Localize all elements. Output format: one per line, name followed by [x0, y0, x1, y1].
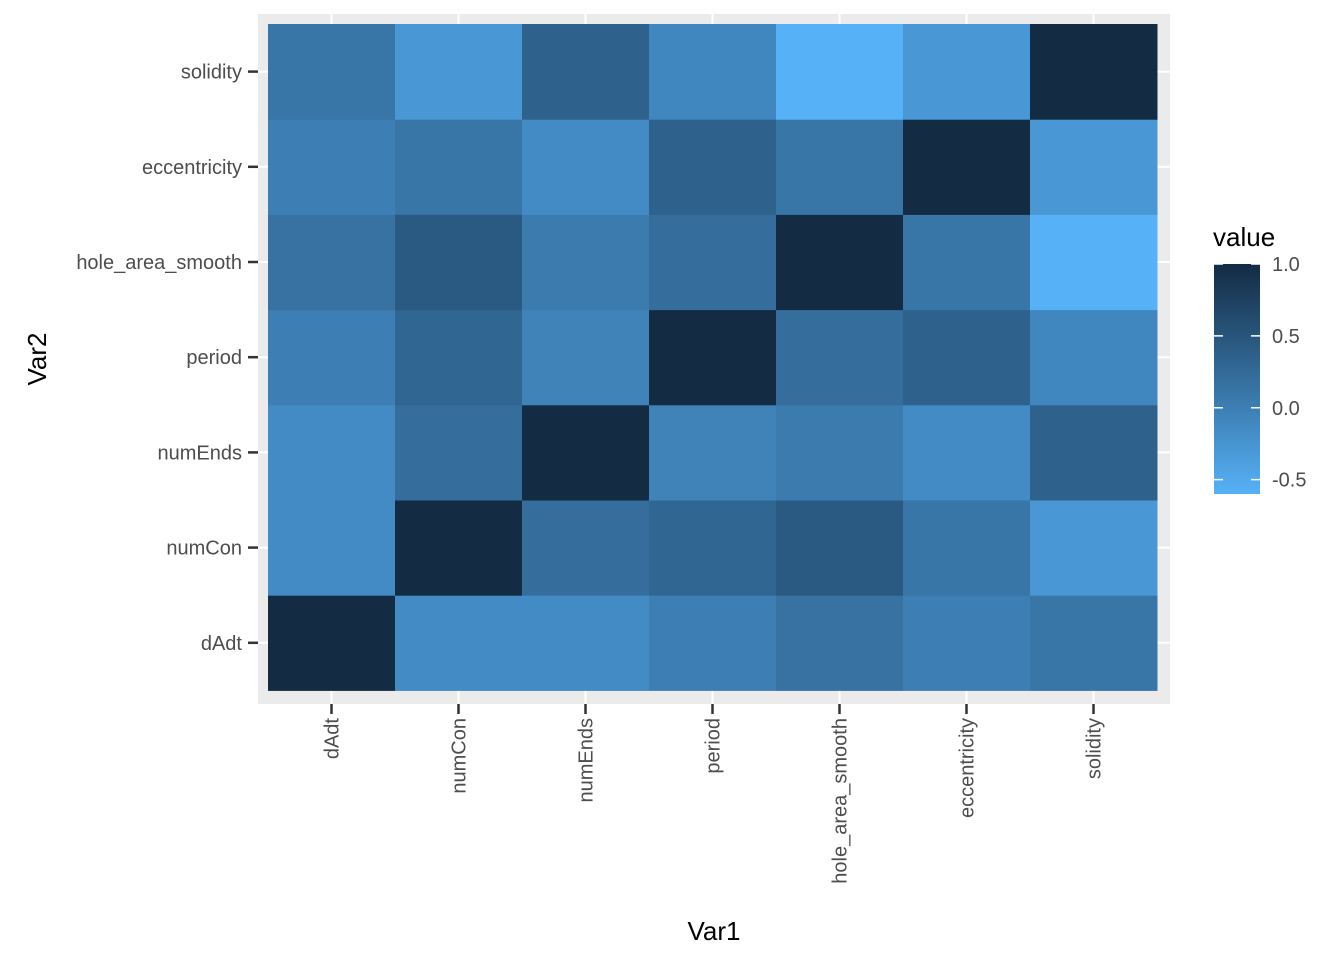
heatmap-cell-numEnds-solidity — [522, 24, 650, 120]
heatmap-cell-period-eccentricity — [649, 119, 777, 215]
heatmap-cell-eccentricity-period — [903, 309, 1031, 406]
heatmap-cell-solidity-numCon — [1030, 500, 1158, 596]
x-tick-label: numCon — [449, 718, 471, 794]
heatmap-cell-numEnds-period — [522, 309, 650, 406]
legend-colorbar — [1214, 264, 1260, 494]
heatmap-cell-eccentricity-solidity — [903, 24, 1031, 120]
x-tick-label: hole_area_smooth — [830, 718, 852, 884]
heatmap-cell-eccentricity-hole_area_smooth — [903, 214, 1031, 311]
heatmap-cell-numCon-numEnds — [395, 404, 523, 501]
heatmap-cell-solidity-hole_area_smooth — [1030, 214, 1158, 311]
y-tick-label: period — [186, 347, 242, 369]
legend-title: value — [1213, 222, 1275, 252]
heatmap-cell-solidity-eccentricity — [1030, 119, 1158, 215]
heatmap-cell-numEnds-dAdt — [522, 595, 650, 691]
x-tick-label: period — [703, 718, 725, 774]
x-axis: dAdt numCon numEnds period hole_area_smooth e… — [322, 704, 1106, 884]
y-tick-label: numCon — [166, 538, 242, 560]
y-tick-label: numEnds — [158, 442, 243, 464]
heatmap-cell-numCon-hole_area_smooth — [395, 214, 523, 311]
heatmap-cell-dAdt-hole_area_smooth — [268, 214, 396, 311]
heatmap-cell-solidity-solidity — [1030, 24, 1158, 120]
heatmap-cell-eccentricity-dAdt — [903, 595, 1031, 691]
heatmap-cell-numEnds-eccentricity — [522, 119, 650, 215]
heatmap-cell-numCon-numCon — [395, 500, 523, 596]
heatmap-cell-hole_area_smooth-period — [776, 309, 904, 406]
heatmap-cell-numEnds-numCon — [522, 500, 650, 596]
heatmap-cell-solidity-numEnds — [1030, 404, 1158, 501]
x-axis-title: Var1 — [688, 916, 741, 946]
legend-tick-label: -0.5 — [1272, 470, 1306, 492]
heatmap-cell-period-numCon — [649, 500, 777, 596]
y-axis-title: Var2 — [22, 333, 52, 386]
legend-tick-label: 0.0 — [1272, 398, 1300, 420]
heatmap-cell-hole_area_smooth-numCon — [776, 500, 904, 596]
x-tick-label: solidity — [1084, 718, 1106, 779]
heatmap-cell-dAdt-numCon — [268, 500, 396, 596]
y-tick-label: solidity — [181, 62, 242, 84]
y-tick-label: hole_area_smooth — [76, 252, 242, 274]
heatmap-cell-numEnds-numEnds — [522, 404, 650, 501]
heatmap-cell-numCon-eccentricity — [395, 119, 523, 215]
legend-tick-label: 1.0 — [1272, 254, 1300, 276]
heatmap-cell-dAdt-period — [268, 309, 396, 406]
heatmap-cell-solidity-period — [1030, 309, 1158, 406]
heatmap-cell-dAdt-dAdt — [268, 595, 396, 691]
heatmap-cell-eccentricity-eccentricity — [903, 119, 1031, 215]
heatmap-cell-dAdt-numEnds — [268, 404, 396, 501]
heatmap-cell-hole_area_smooth-dAdt — [776, 595, 904, 691]
y-tick-label: dAdt — [201, 633, 243, 655]
heatmap-cell-hole_area_smooth-solidity — [776, 24, 904, 120]
x-tick-label: numEnds — [576, 718, 598, 803]
heatmap-cell-numCon-period — [395, 309, 523, 406]
x-tick-label: dAdt — [322, 718, 344, 760]
heatmap-cell-hole_area_smooth-numEnds — [776, 404, 904, 501]
legend-tick-label: 0.5 — [1272, 326, 1300, 348]
heatmap-cell-eccentricity-numEnds — [903, 404, 1031, 501]
heatmap-cell-eccentricity-numCon — [903, 500, 1031, 596]
heatmap-cells — [268, 24, 1158, 691]
heatmap-cell-period-solidity — [649, 24, 777, 120]
legend-ticks: 1.0 0.5 0.0 -0.5 — [1214, 254, 1306, 492]
heatmap-cell-numCon-dAdt — [395, 595, 523, 691]
x-tick-label: eccentricity — [957, 718, 979, 818]
heatmap-cell-period-numEnds — [649, 404, 777, 501]
y-axis: dAdt numCon numEnds period hole_area_smooth e… — [76, 62, 258, 655]
heatmap-cell-solidity-dAdt — [1030, 595, 1158, 691]
heatmap-cell-numCon-solidity — [395, 24, 523, 120]
legend: value 1.0 0.5 0.0 -0.5 — [1213, 222, 1306, 494]
heatmap-cell-period-period — [649, 309, 777, 406]
heatmap-cell-dAdt-eccentricity — [268, 119, 396, 215]
heatmap-cell-period-dAdt — [649, 595, 777, 691]
heatmap-cell-dAdt-solidity — [268, 24, 396, 120]
heatmap-cell-numEnds-hole_area_smooth — [522, 214, 650, 311]
heatmap-cell-hole_area_smooth-eccentricity — [776, 119, 904, 215]
heatmap-cell-period-hole_area_smooth — [649, 214, 777, 311]
heatmap-cell-hole_area_smooth-hole_area_smooth — [776, 214, 904, 311]
y-tick-label: eccentricity — [142, 157, 242, 179]
